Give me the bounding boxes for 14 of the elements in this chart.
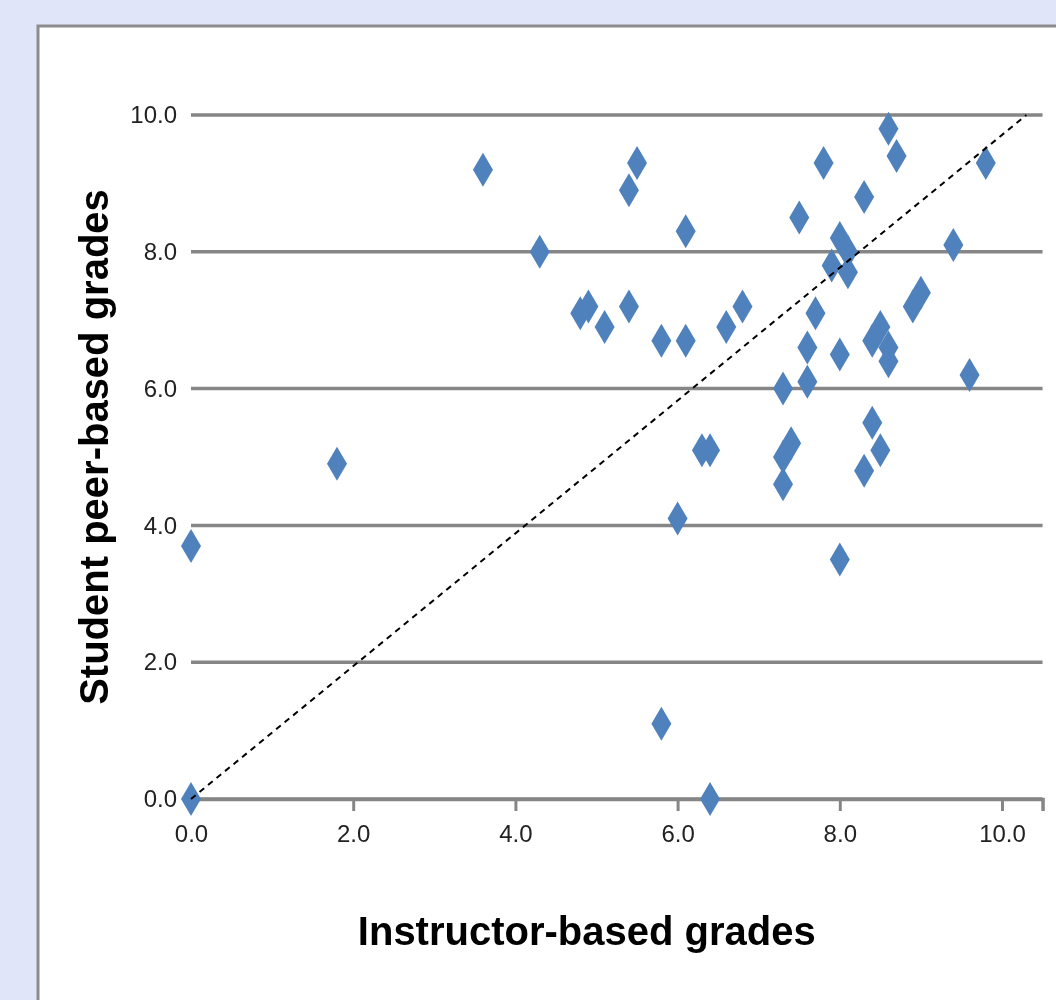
x-tick-label: 8.0: [823, 820, 857, 848]
y-tick-label: 6.0: [143, 374, 177, 402]
x-tick-label: 10.0: [979, 820, 1026, 848]
y-tick-label: 8.0: [143, 237, 177, 265]
y-tick-label: 4.0: [143, 511, 177, 539]
y-tick-label: 0.0: [143, 785, 177, 813]
y-axis-title: Student peer-based grades: [72, 189, 116, 705]
x-tick-label: 6.0: [661, 820, 695, 848]
x-axis-title: Instructor-based grades: [357, 909, 816, 953]
y-tick-label: 10.0: [130, 101, 177, 129]
x-tick-label: 0.0: [174, 820, 209, 848]
x-tick-label: 2.0: [337, 820, 371, 848]
x-tick-label: 4.0: [499, 820, 533, 848]
y-tick-label: 2.0: [143, 648, 177, 676]
